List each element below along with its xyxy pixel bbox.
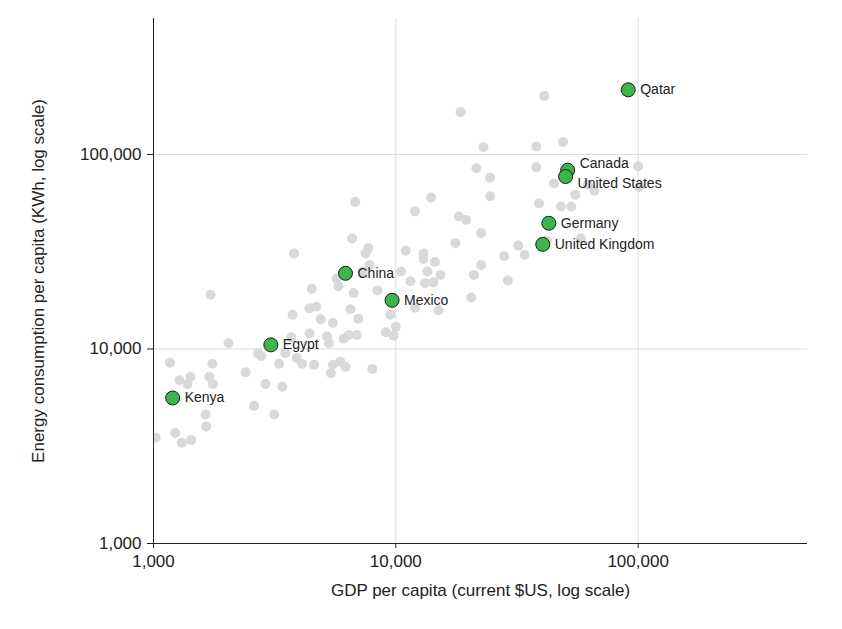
svg-text:1,000: 1,000 <box>132 552 175 571</box>
svg-text:United States: United States <box>578 175 662 191</box>
svg-text:China: China <box>358 265 395 281</box>
svg-text:Qatar: Qatar <box>640 81 675 97</box>
svg-text:GDP per capita (current $US, l: GDP per capita (current $US, log scale) <box>331 581 630 600</box>
svg-text:Germany: Germany <box>561 215 619 231</box>
svg-text:Energy consumption per capita: Energy consumption per capita (KWh, log … <box>29 99 48 463</box>
svg-text:Mexico: Mexico <box>404 292 449 308</box>
svg-text:Canada: Canada <box>580 155 629 171</box>
svg-text:100,000: 100,000 <box>607 552 668 571</box>
svg-text:100,000: 100,000 <box>80 145 141 164</box>
svg-text:United Kingdom: United Kingdom <box>555 236 655 252</box>
svg-text:Egypt: Egypt <box>283 336 319 352</box>
svg-text:10,000: 10,000 <box>370 552 422 571</box>
svg-text:1,000: 1,000 <box>99 534 142 553</box>
svg-text:10,000: 10,000 <box>90 339 142 358</box>
svg-text:Kenya: Kenya <box>185 389 225 405</box>
